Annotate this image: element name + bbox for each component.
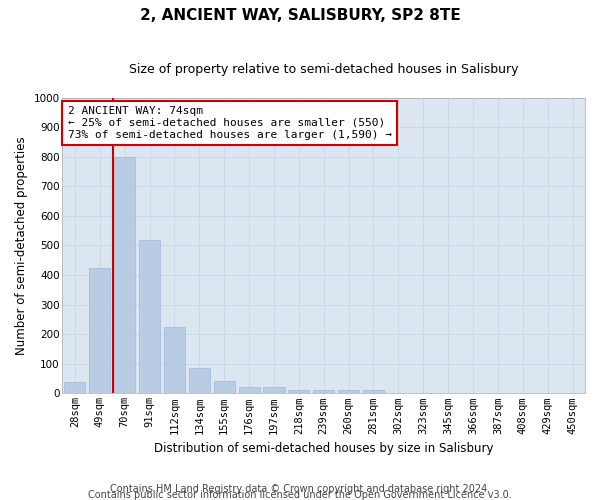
Bar (139, 240, 160, 394)
Bar (114, 156, 135, 394)
Bar (239, 387, 260, 394)
Bar (89, 268, 110, 394)
Bar (288, 390, 310, 394)
Y-axis label: Number of semi-detached properties: Number of semi-detached properties (15, 136, 28, 355)
Text: Contains HM Land Registry data © Crown copyright and database right 2024.: Contains HM Land Registry data © Crown c… (110, 484, 490, 494)
Text: Contains public sector information licensed under the Open Government Licence v3: Contains public sector information licen… (88, 490, 512, 500)
Bar (363, 390, 384, 394)
Bar (338, 390, 359, 394)
Bar (263, 387, 284, 394)
Text: 2 ANCIENT WAY: 74sqm
← 25% of semi-detached houses are smaller (550)
73% of semi: 2 ANCIENT WAY: 74sqm ← 25% of semi-detac… (68, 106, 392, 140)
Bar (189, 368, 210, 394)
Title: Size of property relative to semi-detached houses in Salisbury: Size of property relative to semi-detach… (129, 62, 518, 76)
Text: 2, ANCIENT WAY, SALISBURY, SP2 8TE: 2, ANCIENT WAY, SALISBURY, SP2 8TE (140, 8, 460, 22)
Bar (214, 381, 235, 394)
Bar (164, 327, 185, 394)
Bar (64, 382, 85, 394)
X-axis label: Distribution of semi-detached houses by size in Salisbury: Distribution of semi-detached houses by … (154, 442, 493, 455)
Bar (313, 390, 334, 394)
